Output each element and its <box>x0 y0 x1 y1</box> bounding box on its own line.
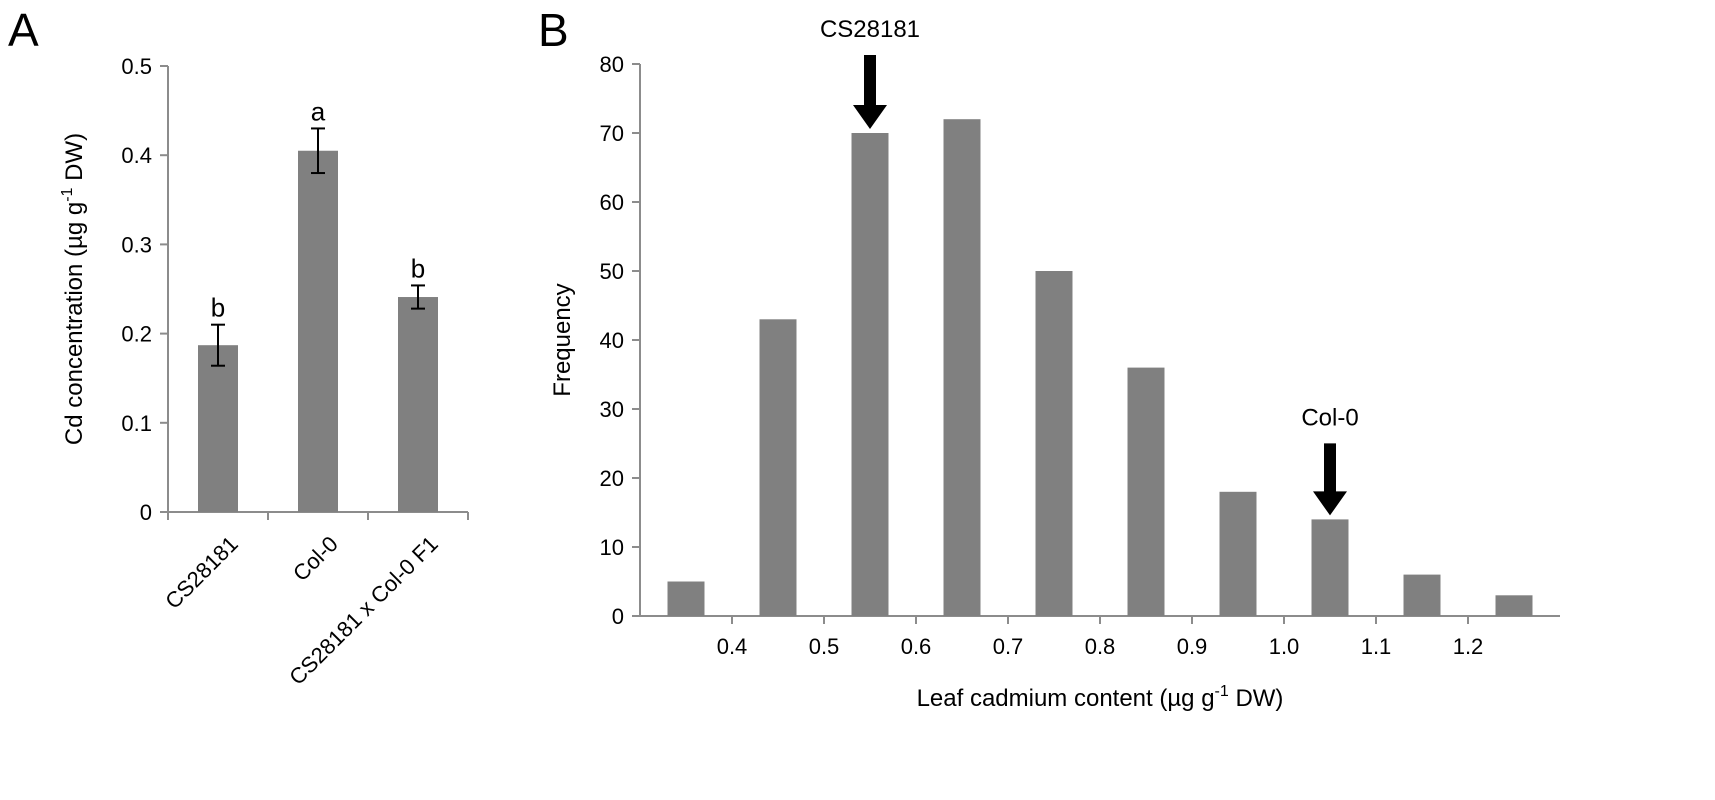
panel-b-x-title-suffix: DW) <box>1229 685 1284 712</box>
y-tick-label: 80 <box>600 52 624 77</box>
y-tick-label: 40 <box>600 328 624 353</box>
x-tick-label: 1.2 <box>1453 634 1484 659</box>
x-tick-label: 0.7 <box>993 634 1024 659</box>
panel-b-x-title-sup: -1 <box>1215 683 1229 700</box>
bar <box>759 319 797 616</box>
x-tick-label: 0.6 <box>901 634 932 659</box>
bar <box>398 297 438 512</box>
panel-b-x-ticks: 0.4 0.5 0.6 0.7 0.8 0.9 1.0 1.1 1.2 <box>717 616 1484 659</box>
x-tick-label: 0.8 <box>1085 634 1116 659</box>
bar <box>198 345 238 512</box>
x-tick-label: 1.0 <box>1269 634 1300 659</box>
annotation-label: CS28181 <box>820 16 920 43</box>
bar <box>667 581 705 616</box>
x-tick-label: CS28181 <box>160 531 243 614</box>
y-tick-label: 0.1 <box>121 411 152 436</box>
panel-b-y-ticks: 0 10 20 30 40 50 60 70 80 <box>600 52 640 629</box>
y-tick-label: 0.5 <box>121 54 152 79</box>
y-tick-label: 0 <box>140 500 152 525</box>
panel-b-x-title-prefix: Leaf cadmium content (µg g <box>917 685 1215 712</box>
y-tick-label: 0 <box>612 604 624 629</box>
y-tick-label: 0.4 <box>121 143 152 168</box>
y-tick-label: 0.3 <box>121 232 152 257</box>
y-tick-label: 20 <box>600 466 624 491</box>
significance-letter: b <box>411 253 425 283</box>
bar <box>1219 491 1257 616</box>
bar <box>298 150 338 513</box>
bar <box>1403 574 1441 616</box>
y-tick-label: 30 <box>600 397 624 422</box>
panel-a-bars: b a b <box>167 96 469 520</box>
panel-b-y-axis-title: Frequency <box>549 283 576 396</box>
panel-a-y-title-sup: -1 <box>59 187 76 201</box>
panel-b-letter: B <box>538 4 569 56</box>
significance-letter: b <box>211 293 225 323</box>
panel-b-x-axis-title: Leaf cadmium content (µg g-1 DW) <box>917 683 1284 712</box>
annotation-arrow <box>1313 443 1347 516</box>
annotation-arrow <box>853 55 887 129</box>
panel-a-y-title-prefix: Cd concentration (µg g <box>61 202 88 445</box>
bar <box>1127 367 1165 616</box>
bar <box>1311 519 1349 616</box>
y-tick-label: 60 <box>600 190 624 215</box>
x-tick-label: 0.4 <box>717 634 748 659</box>
panel-a-letter: A <box>8 4 39 56</box>
x-tick-label: 0.5 <box>809 634 840 659</box>
panel-b-annotations: CS28181 Col-0 <box>820 16 1359 516</box>
annotation-label: Col-0 <box>1301 404 1358 431</box>
panel-b-bars <box>667 119 1533 616</box>
bar <box>1035 271 1073 616</box>
bar <box>1495 595 1533 616</box>
panel-a-y-title-suffix: DW) <box>61 133 88 188</box>
x-tick-label: Col-0 <box>288 531 343 586</box>
panel-a: A 00.10.20.30.40.5 bab CS28181 Col-0CS281… <box>8 4 469 690</box>
bar <box>851 133 889 616</box>
significance-letter: a <box>311 96 326 126</box>
panel-a-y-ticks: 0 0.1 0.2 0.3 0.4 0.5 <box>121 54 168 525</box>
x-tick-label: 0.9 <box>1177 634 1208 659</box>
x-tick-label: 1.1 <box>1361 634 1392 659</box>
panel-a-y-axis-title: Cd concentration (µg g-1 DW) <box>59 133 88 445</box>
y-tick-label: 0.2 <box>121 322 152 347</box>
y-tick-label: 70 <box>600 121 624 146</box>
bar <box>943 119 981 616</box>
y-tick-label: 50 <box>600 259 624 284</box>
y-tick-label: 10 <box>600 535 624 560</box>
panel-b: B 0 10 20 30 40 50 60 70 80 0.4 0.5 0.6 0.7 0.8 0.9 1.… <box>538 4 1560 712</box>
